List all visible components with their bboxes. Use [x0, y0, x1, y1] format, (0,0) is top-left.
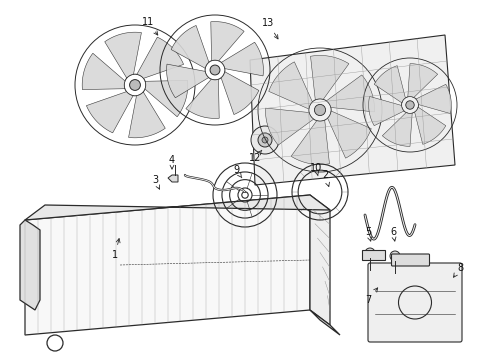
Polygon shape	[25, 195, 310, 335]
Text: 6: 6	[390, 227, 396, 241]
Polygon shape	[328, 111, 371, 158]
Circle shape	[262, 137, 268, 143]
Circle shape	[365, 248, 375, 258]
Polygon shape	[291, 120, 329, 165]
Polygon shape	[415, 107, 446, 144]
Polygon shape	[20, 220, 40, 310]
Text: 9: 9	[233, 165, 242, 178]
Circle shape	[315, 104, 325, 116]
Polygon shape	[310, 195, 330, 325]
Text: 2: 2	[322, 170, 329, 186]
Polygon shape	[382, 113, 412, 147]
Polygon shape	[266, 108, 314, 145]
Circle shape	[258, 133, 272, 147]
Polygon shape	[186, 79, 219, 118]
Circle shape	[129, 80, 141, 90]
Polygon shape	[105, 32, 142, 78]
Polygon shape	[221, 72, 259, 114]
Polygon shape	[82, 53, 125, 90]
Polygon shape	[86, 92, 133, 133]
Text: 5: 5	[365, 227, 371, 241]
Text: 1: 1	[112, 239, 120, 260]
Polygon shape	[168, 175, 178, 182]
Polygon shape	[408, 64, 438, 98]
Polygon shape	[269, 62, 313, 109]
Text: 10: 10	[310, 163, 322, 176]
Circle shape	[251, 126, 279, 154]
Polygon shape	[145, 80, 188, 117]
Polygon shape	[416, 84, 451, 114]
Polygon shape	[167, 64, 209, 98]
Circle shape	[406, 101, 414, 109]
Polygon shape	[250, 35, 455, 185]
Text: 11: 11	[142, 17, 158, 35]
Polygon shape	[368, 96, 404, 126]
Text: 8: 8	[454, 263, 463, 277]
Polygon shape	[171, 26, 209, 68]
Polygon shape	[326, 75, 374, 112]
Polygon shape	[374, 66, 405, 103]
Polygon shape	[211, 22, 244, 61]
Polygon shape	[25, 195, 330, 220]
Polygon shape	[362, 250, 385, 260]
Polygon shape	[311, 55, 349, 100]
Text: 4: 4	[169, 155, 175, 169]
Circle shape	[210, 65, 220, 75]
Polygon shape	[137, 37, 184, 78]
Circle shape	[390, 251, 400, 261]
Text: 7: 7	[365, 288, 378, 305]
FancyBboxPatch shape	[368, 263, 462, 342]
Text: 12: 12	[249, 150, 262, 163]
Polygon shape	[128, 92, 165, 138]
FancyBboxPatch shape	[392, 254, 430, 266]
Text: 3: 3	[152, 175, 160, 189]
Text: 13: 13	[262, 18, 278, 39]
Polygon shape	[310, 310, 340, 335]
Polygon shape	[221, 42, 264, 76]
